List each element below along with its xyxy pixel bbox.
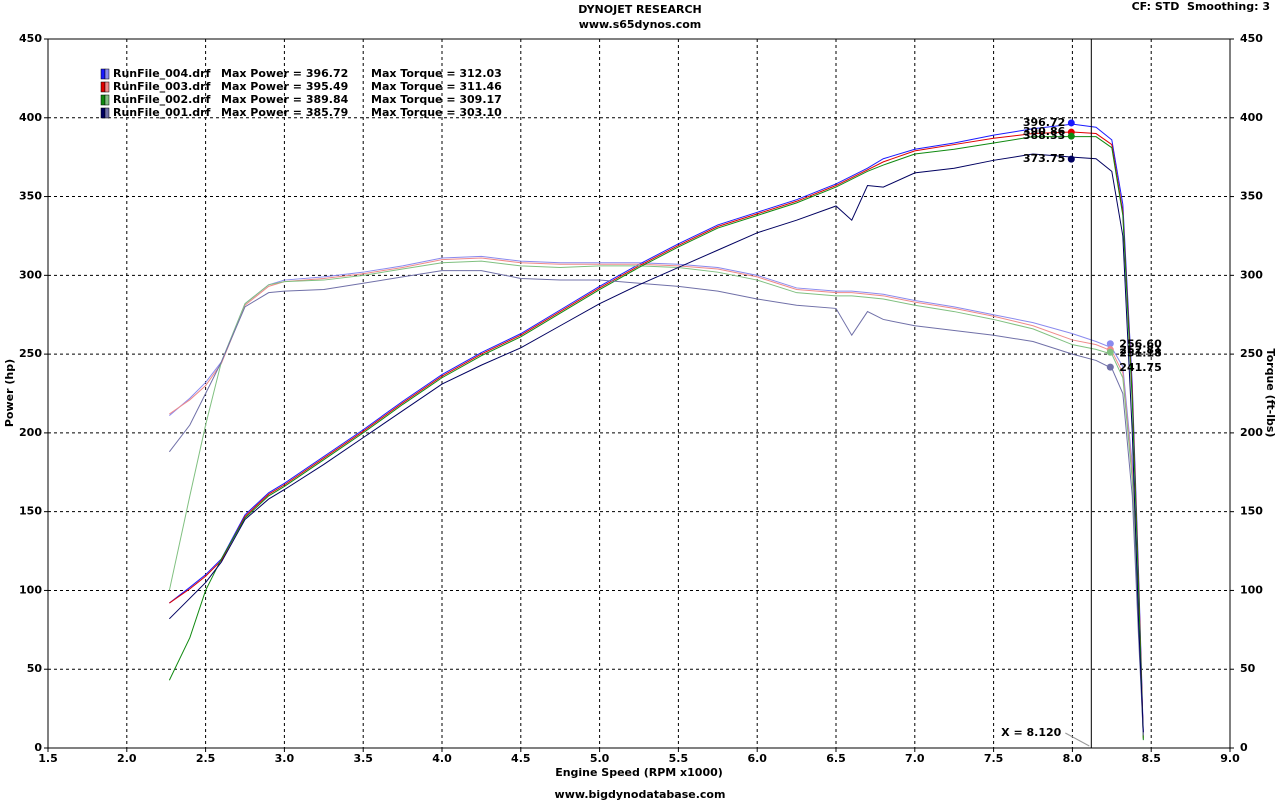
y2-tick-label: 250 [1240,347,1263,360]
x-tick-label: 7.5 [984,752,1004,765]
x-tick-label: 5.5 [669,752,689,765]
x-tick-label: 8.0 [1063,752,1083,765]
torque-readout-label: 252.81 [1119,344,1161,357]
x-tick-label: 2.5 [196,752,216,765]
x-tick-label: 8.5 [1141,752,1161,765]
legend-max-torque: Max Torque = 309.17 [371,93,502,106]
x-tick-label: 5.0 [590,752,610,765]
y-tick-label: 150 [19,505,42,518]
power-line [169,123,1144,736]
torque-readout-label: 251.18 [1119,346,1161,359]
legend-max-power: Max Power = 396.72 [221,67,348,80]
power-readout-label: 373.75 [1023,152,1065,165]
y-tick-label: 0 [34,741,42,754]
x-tick-label: 1.5 [38,752,58,765]
x-tick-label: 7.0 [905,752,925,765]
power-line [169,131,1144,739]
legend-swatch [104,81,110,93]
legend-swatch [104,94,110,106]
torque-readout-label: 241.75 [1119,361,1161,374]
y2-tick-label: 400 [1240,111,1263,124]
y-tick-label: 250 [19,347,42,360]
chart-subtitle: www.s65dynos.com [579,18,702,31]
chart-title: DYNOJET RESEARCH [578,3,701,16]
torque-line [169,257,1144,737]
y-tick-label: 400 [19,111,42,124]
y2-tick-label: 150 [1240,505,1263,518]
legend-name: RunFile_001.drf [113,106,211,119]
x-tick-label: 2.0 [117,752,137,765]
legend-max-torque: Max Torque = 312.03 [371,67,502,80]
legend-max-power: Max Power = 395.49 [221,80,348,93]
y2-tick-label: 200 [1240,426,1263,439]
y2-tick-label: 300 [1240,268,1263,281]
x-tick-label: 4.5 [511,752,531,765]
y2-tick-label: 450 [1240,32,1263,45]
legend-name: RunFile_004.drf [113,67,211,80]
footer: www.bigdynodatabase.com [555,788,726,801]
x-tick-label: 4.0 [432,752,452,765]
legend-swatch [100,81,106,93]
legend-max-torque: Max Torque = 311.46 [371,80,502,93]
legend-name: RunFile_002.drf [113,93,211,106]
y-tick-label: 50 [27,662,43,675]
torque-readout-marker [1106,340,1114,348]
torque-readout-marker [1106,348,1114,356]
y-tick-label: 100 [19,583,42,596]
power-readout-label: 390.86 [1023,125,1066,138]
x-tick-label: 9.0 [1220,752,1240,765]
cursor-pointer [1065,732,1090,747]
x-axis-label: Engine Speed (RPM x1000) [555,766,723,779]
legend-max-torque: Max Torque = 303.10 [371,106,502,119]
power-readout-marker [1067,119,1075,127]
cursor-label: X = 8.120 [1001,726,1061,739]
y-tick-label: 300 [19,268,42,281]
legend-max-power: Max Power = 389.84 [221,93,349,106]
power-readout-marker [1067,155,1075,163]
y-tick-label: 350 [19,190,42,203]
y2-tick-label: 350 [1240,190,1263,203]
x-tick-label: 6.5 [826,752,846,765]
y2-tick-label: 0 [1240,741,1248,754]
y2-axis-label: Torque (ft-lbs) [1264,349,1277,438]
settings-note: CF: STD Smoothing: 3 [1132,0,1270,13]
y-tick-label: 450 [19,32,42,45]
y2-tick-label: 50 [1240,662,1256,675]
power-readout-label: 388.33 [1023,129,1065,142]
y-axis-label: Power (hp) [3,359,16,427]
plot-frame [47,38,1231,749]
y2-tick-label: 100 [1240,583,1263,596]
torque-line [168,270,1144,736]
x-tick-label: 3.0 [275,752,295,765]
legend-swatch [100,94,106,106]
torque-line [169,255,1144,736]
power-readout-marker [1067,132,1075,140]
x-tick-label: 3.5 [353,752,373,765]
torque-readout-marker [1106,363,1114,371]
power-line [168,153,1144,733]
x-tick-label: 6.0 [747,752,767,765]
power-line [168,136,1144,741]
torque-readout-label: 256.60 [1119,338,1162,351]
power-readout-label: 396.72 [1023,116,1065,129]
torque-line [168,260,1144,739]
legend-swatch [100,107,106,119]
legend-swatch [100,68,106,80]
legend-swatch [104,107,110,119]
legend-swatch [104,68,110,80]
legend-name: RunFile_003.drf [113,80,211,93]
legend-max-power: Max Power = 385.79 [221,106,348,119]
y-tick-label: 200 [19,426,42,439]
